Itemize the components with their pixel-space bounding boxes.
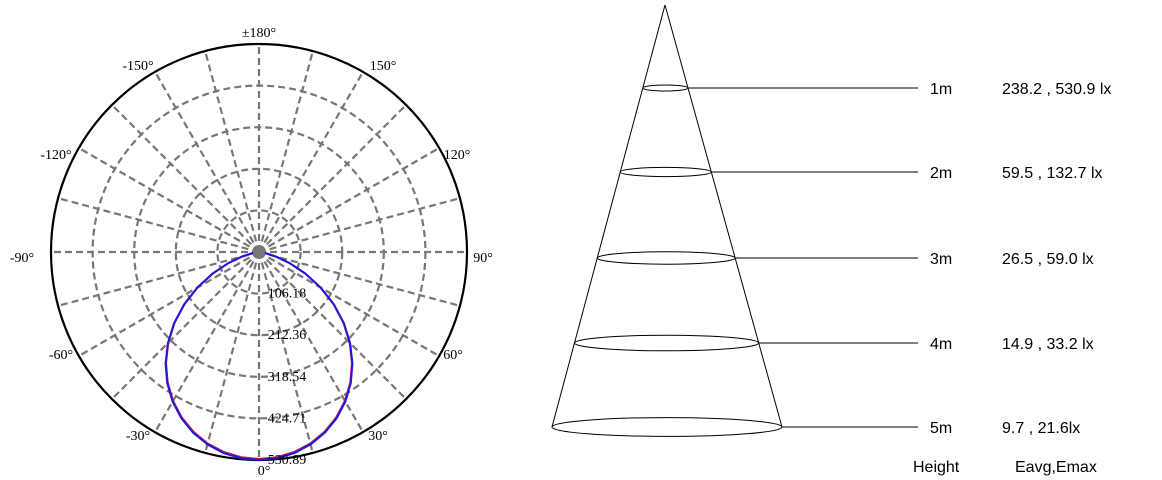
angle-label: 60° — [443, 348, 463, 363]
angle-label: 150° — [370, 59, 397, 74]
cone-row-2: 2m 59.5 , 132.7 lx — [619, 165, 1103, 182]
polar-spoke — [258, 147, 440, 253]
polar-spoke — [258, 251, 440, 357]
angle-label: -30° — [126, 429, 150, 444]
row-height-label: 4m — [930, 336, 952, 353]
cone-rows: 1m 238.2 , 530.9 lx 2m 59.5 , 132.7 lx 3m 26.… — [551, 81, 1111, 437]
polar-ring — [216, 209, 302, 295]
polar-spoke — [258, 104, 407, 253]
polar-spoke — [258, 71, 364, 253]
polar-spoke — [111, 251, 260, 400]
row-illuminance-values: 26.5 , 59.0 lx — [1002, 251, 1094, 268]
row-height-label: 3m — [930, 251, 952, 268]
polar-grid — [51, 44, 467, 460]
angle-label: -90° — [10, 251, 34, 266]
row-height-label: 5m — [930, 420, 952, 437]
polar-spoke — [257, 251, 314, 454]
angle-label: -120° — [40, 148, 71, 163]
ring-value-label: 530.89 — [268, 453, 307, 468]
polar-spoke — [258, 197, 461, 254]
row-illuminance-values: 238.2 , 530.9 lx — [1002, 81, 1111, 98]
polar-spoke — [204, 251, 261, 454]
cone-section-ellipse — [596, 251, 736, 265]
cone-row-3: 3m 26.5 , 59.0 lx — [596, 251, 1094, 268]
angle-label: 120° — [444, 148, 471, 163]
cone-row-5: 5m 9.7 , 21.6lx — [551, 417, 1080, 437]
polar-spoke — [78, 147, 260, 253]
polar-spoke — [258, 250, 461, 307]
angle-label: -60° — [49, 348, 73, 363]
illuminance-cone-diagram: 1m 238.2 , 530.9 lx 2m 59.5 , 132.7 lx 3m 26.… — [551, 4, 1111, 476]
polar-spoke — [57, 250, 260, 307]
cone-row-4: 4m 14.9 , 33.2 lx — [573, 334, 1094, 353]
angle-labels: ±180° 150° 120° 90° 60° 30° 0° -30° -60° -90° -120… — [10, 26, 493, 479]
cone-section-ellipse — [573, 334, 760, 352]
polar-curves — [164, 251, 354, 462]
polar-spoke — [258, 251, 364, 433]
row-height-label: 1m — [930, 81, 952, 98]
angle-label: ±180° — [242, 26, 276, 41]
angle-label: 0° — [258, 464, 271, 479]
polar-spoke — [154, 251, 260, 433]
ring-value-label: 106.18 — [268, 287, 307, 302]
polar-spoke — [258, 251, 407, 400]
values-column-label: Eavg,Emax — [1015, 459, 1097, 476]
cone-section-ellipse — [619, 166, 712, 178]
row-illuminance-values: 9.7 , 21.6lx — [1002, 420, 1080, 437]
angle-label: 90° — [473, 251, 493, 266]
row-height-label: 2m — [930, 165, 952, 182]
polar-candela-chart: 106.18 212.36 318.54 424.71 530.89 ±180° 150°… — [10, 26, 493, 479]
polar-spoke — [111, 104, 260, 253]
cone-section-ellipse — [642, 84, 689, 92]
polar-spoke — [154, 71, 260, 253]
polar-center-dot — [253, 246, 265, 258]
polar-spoke — [57, 197, 260, 254]
cone-right-edge — [664, 4, 783, 428]
angle-label: -150° — [122, 59, 153, 74]
height-column-label: Height — [913, 459, 960, 476]
ring-value-label: 212.36 — [268, 328, 307, 343]
ring-value-label: 424.71 — [268, 411, 307, 426]
ring-labels: 106.18 212.36 318.54 424.71 530.89 — [268, 287, 307, 468]
cone-section-ellipse — [551, 417, 783, 437]
ring-value-label: 318.54 — [268, 370, 307, 385]
row-illuminance-values: 59.5 , 132.7 lx — [1002, 165, 1103, 182]
cone-row-1: 1m 238.2 , 530.9 lx — [642, 81, 1111, 98]
angle-label: 30° — [368, 429, 388, 444]
candela-curve-c0 — [164, 251, 354, 462]
row-illuminance-values: 14.9 , 33.2 lx — [1002, 336, 1094, 353]
polar-spoke — [257, 50, 314, 253]
cone-left-edge — [551, 4, 666, 428]
polar-spoke — [78, 251, 260, 357]
polar-spoke — [204, 50, 261, 253]
